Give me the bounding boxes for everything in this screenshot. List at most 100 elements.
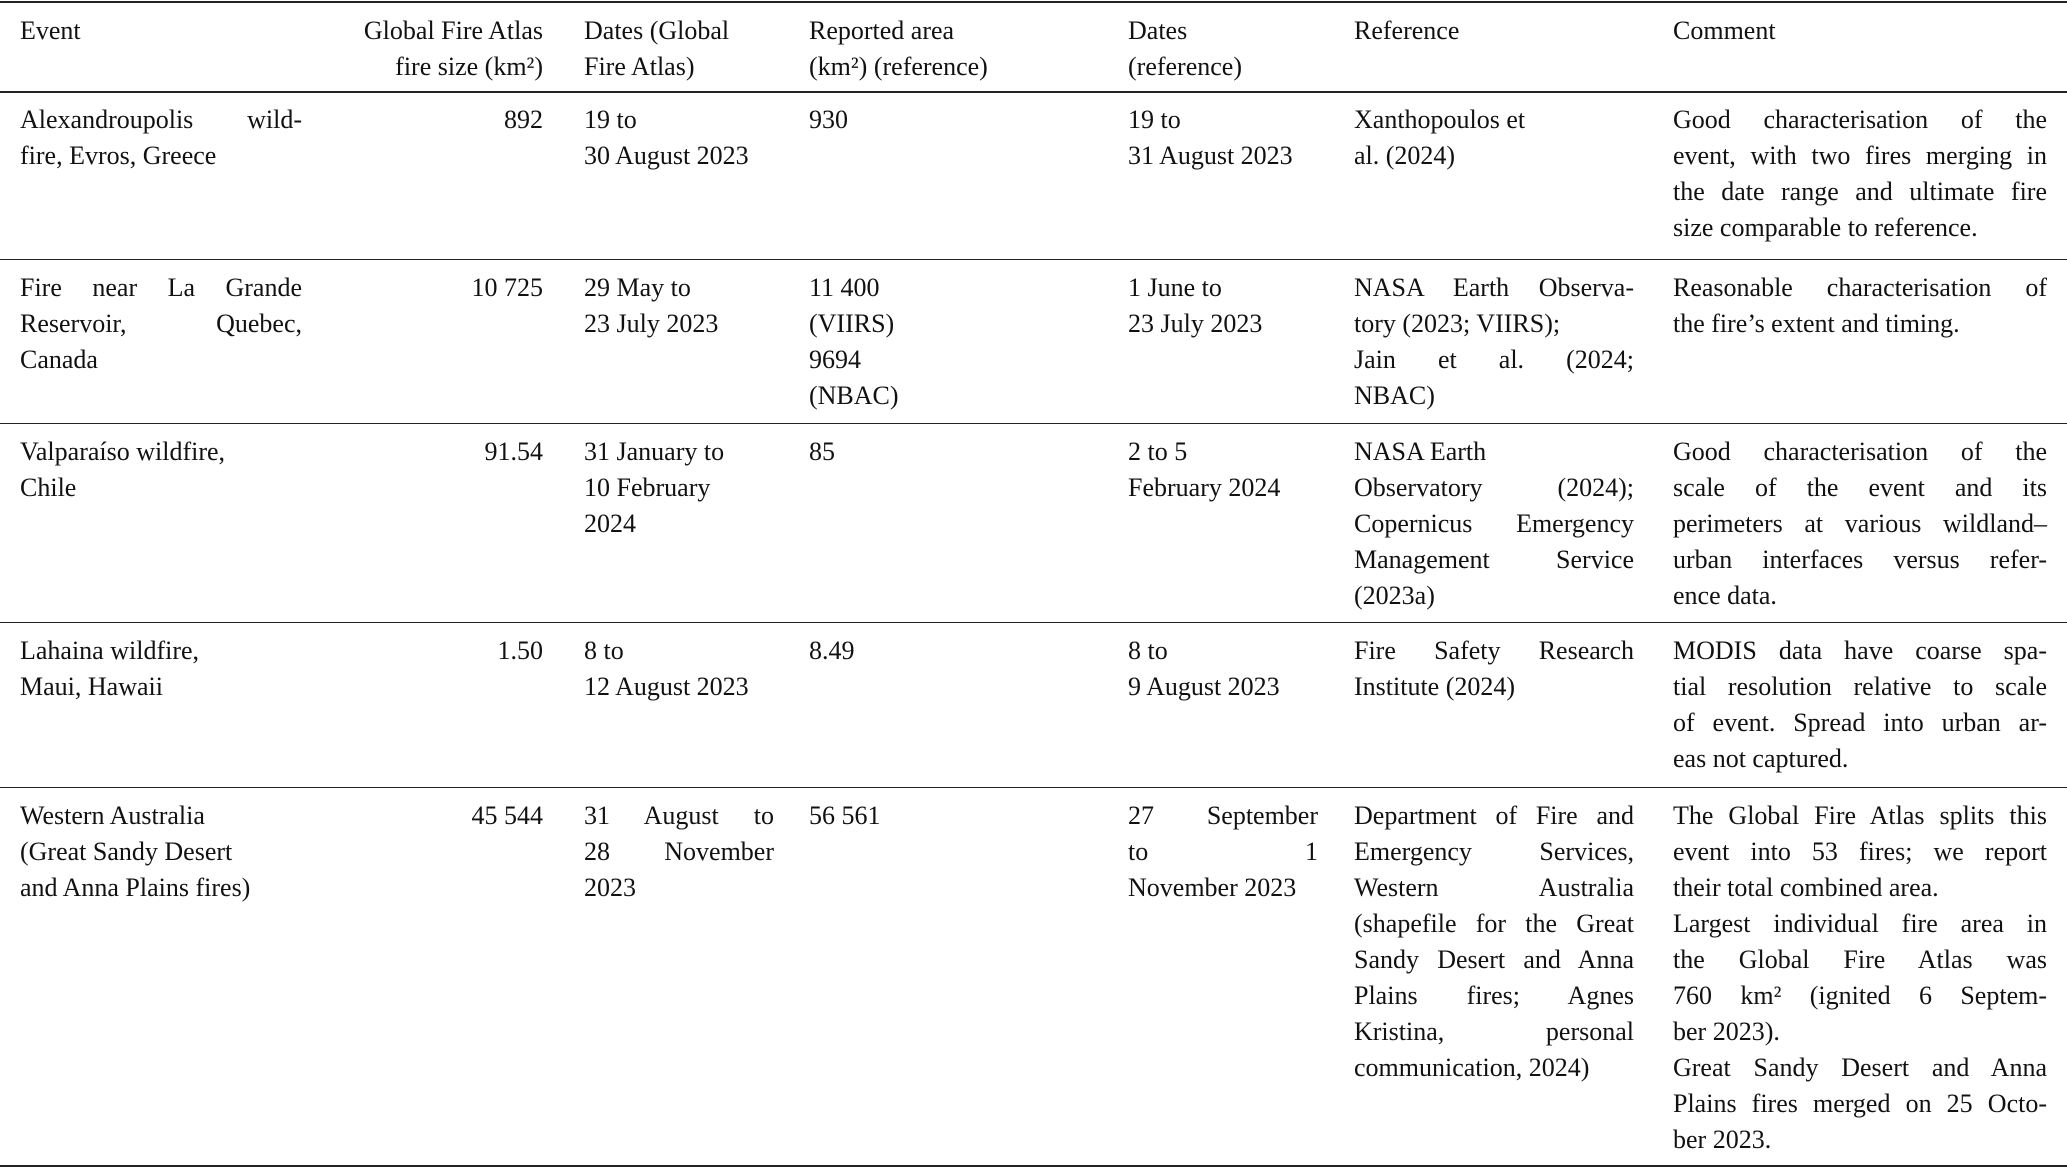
cell-line: 8 to — [1128, 636, 1168, 665]
cell-line: 2 to 5 — [1128, 437, 1188, 466]
cell-dates-gfa: 29 May to 23 July 2023 — [584, 270, 774, 342]
cell-line: 31 January to — [584, 437, 725, 466]
cell-dates-reference: 19 to 31 August 2023 — [1128, 102, 1318, 174]
cell-line: Department of Fire and — [1354, 801, 1634, 830]
cell-line: perimeters at various wildland– — [1673, 509, 2047, 538]
cell-line: 9 August 2023 — [1128, 672, 1280, 701]
cell-reference: NASA Earth Observa-tory (2023; VIIRS); Ja… — [1354, 270, 1634, 414]
cell-comment: Good characterisation of the scale of the… — [1673, 434, 2047, 614]
cell-line: (NBAC) — [809, 381, 899, 410]
cell-dates-reference: 2 to 5 February 2024 — [1128, 434, 1318, 506]
cell-line: tory (2023; VIIRS); — [1354, 309, 1561, 338]
table-rule — [0, 622, 2067, 623]
cell-line: Reservoir, Quebec, — [20, 309, 302, 338]
cell-line: Canada — [20, 345, 98, 374]
cell-line: event into 53 fires; we report — [1673, 837, 2047, 866]
cell-line: the Global Fire Atlas was — [1673, 945, 2047, 974]
cell-line: Western Australia — [20, 801, 205, 830]
cell-line: Alexandroupolis wild- — [20, 105, 302, 134]
cell-line: Reported area — [809, 16, 955, 45]
cell-line: Copernicus Emergency — [1354, 509, 1634, 538]
cell-line: the fire’s extent and timing. — [1673, 309, 1960, 338]
cell-reference: Reference — [1354, 13, 1634, 49]
cell-line: 31 August 2023 — [1128, 141, 1293, 170]
cell-line: 9694 — [809, 345, 861, 374]
cell-line: Emergency Services, — [1354, 837, 1634, 866]
cell-line: NASA Earth — [1354, 437, 1487, 466]
cell-event: Valparaíso wildfire, Chile — [20, 434, 302, 506]
cell-reported-area: 56 561 — [809, 798, 1024, 834]
table-rule — [0, 1, 2067, 3]
cell-line: Western Australia — [1354, 873, 1634, 902]
cell-line: 29 May to — [584, 273, 691, 302]
cell-event: Western Australia (Great Sandy Desert and … — [20, 798, 302, 906]
cell-line: Event — [20, 16, 81, 45]
cell-dates-reference: 27 September to 1 November 2023 — [1128, 798, 1318, 906]
cell-line: 10 725 — [471, 273, 544, 302]
cell-line: Global Fire Atlas — [363, 16, 543, 45]
cell-line: of event. Spread into urban ar- — [1673, 708, 2047, 737]
cell-line: tial resolution relative to scale — [1673, 672, 2047, 701]
cell-line: NASA Earth Observa- — [1354, 273, 1634, 302]
cell-dates-reference: 1 June to 23 July 2023 — [1128, 270, 1318, 342]
cell-line: (reference) — [1128, 52, 1242, 81]
cell-line: event, with two fires merging in — [1673, 141, 2047, 170]
cell-reported-area: 11 400 (VIIRS) 9694 (NBAC) — [809, 270, 1024, 414]
cell-reference: Fire Safety Research Institute (2024) — [1354, 633, 1634, 705]
cell-line: 8 to — [584, 636, 624, 665]
cell-line: Comment — [1673, 16, 1776, 45]
cell-line: Fire Safety Research — [1354, 636, 1634, 665]
cell-gfa-fire-size: 892 — [320, 102, 543, 138]
cell-line: Largest individual fire area in — [1673, 909, 2047, 938]
table-rule — [0, 91, 2067, 93]
cell-dates-gfa: 31 January to 10 February 2024 — [584, 434, 774, 542]
cell-reported-area: 8.49 — [809, 633, 1024, 669]
table-rule — [0, 259, 2067, 260]
cell-line: 12 August 2023 — [584, 672, 749, 701]
cell-line: (shapefile for the Great — [1354, 909, 1634, 938]
cell-line: 23 July 2023 — [1128, 309, 1263, 338]
cell-line: Sandy Desert and Anna — [1354, 945, 1634, 974]
cell-line: Institute (2024) — [1354, 672, 1516, 701]
cell-line: 1.50 — [497, 636, 544, 665]
cell-gfa-fire-size: 10 725 — [320, 270, 544, 306]
cell-line: and Anna Plains fires) — [20, 873, 251, 902]
table-rule — [0, 787, 2067, 788]
cell-line: urban interfaces versus refer- — [1673, 545, 2047, 574]
cell-line: Chile — [20, 473, 77, 502]
cell-comment: The Global Fire Atlas splits this event i… — [1673, 798, 2047, 1158]
cell-line: November 2023 — [1128, 873, 1297, 902]
cell-line: Dates (Global — [584, 16, 730, 45]
cell-reference: NASA Earth Observatory (2024); Copernicus … — [1354, 434, 1634, 614]
cell-gfa-fire-size: Global Fire Atlas fire size (km²) — [320, 13, 543, 85]
cell-reported-area: Reported area (km²) (reference) — [809, 13, 1024, 85]
cell-dates-reference: 8 to 9 August 2023 — [1128, 633, 1318, 705]
cell-dates-reference: Dates (reference) — [1128, 13, 1318, 85]
cell-line: ber 2023. — [1673, 1125, 1772, 1154]
cell-reference: Xanthopoulos et al. (2024) — [1354, 102, 1634, 174]
cell-line: February 2024 — [1128, 473, 1281, 502]
cell-line: ber 2023). — [1673, 1017, 1780, 1046]
cell-line: 8.49 — [809, 636, 855, 665]
cell-line: Plains fires merged on 25 Octo- — [1673, 1089, 2047, 1118]
cell-event: Lahaina wildfire, Maui, Hawaii — [20, 633, 302, 705]
cell-line: 31 August to — [584, 801, 774, 830]
cell-line: 2023 — [584, 873, 636, 902]
cell-line: (2023a) — [1354, 581, 1435, 610]
cell-line: 1 June to — [1128, 273, 1222, 302]
cell-line: (VIIRS) — [809, 309, 895, 338]
cell-comment: Good characterisation of the event, with … — [1673, 102, 2047, 246]
cell-line: 2024 — [584, 509, 636, 538]
cell-line: 85 — [809, 437, 835, 466]
cell-line: 91.54 — [484, 437, 544, 466]
cell-line: 892 — [504, 105, 543, 134]
cell-line: Fire near La Grande — [20, 273, 302, 302]
cell-line: 930 — [809, 105, 848, 134]
cell-line: fire size (km²) — [395, 52, 543, 81]
cell-line: 30 August 2023 — [584, 141, 749, 170]
cell-line: the date range and ultimate fire — [1673, 177, 2047, 206]
cell-gfa-fire-size: 1.50 — [320, 633, 544, 669]
cell-line: Plains fires; Agnes — [1354, 981, 1634, 1010]
cell-line: communication, 2024) — [1354, 1053, 1590, 1082]
table-rule — [0, 1165, 2067, 1167]
